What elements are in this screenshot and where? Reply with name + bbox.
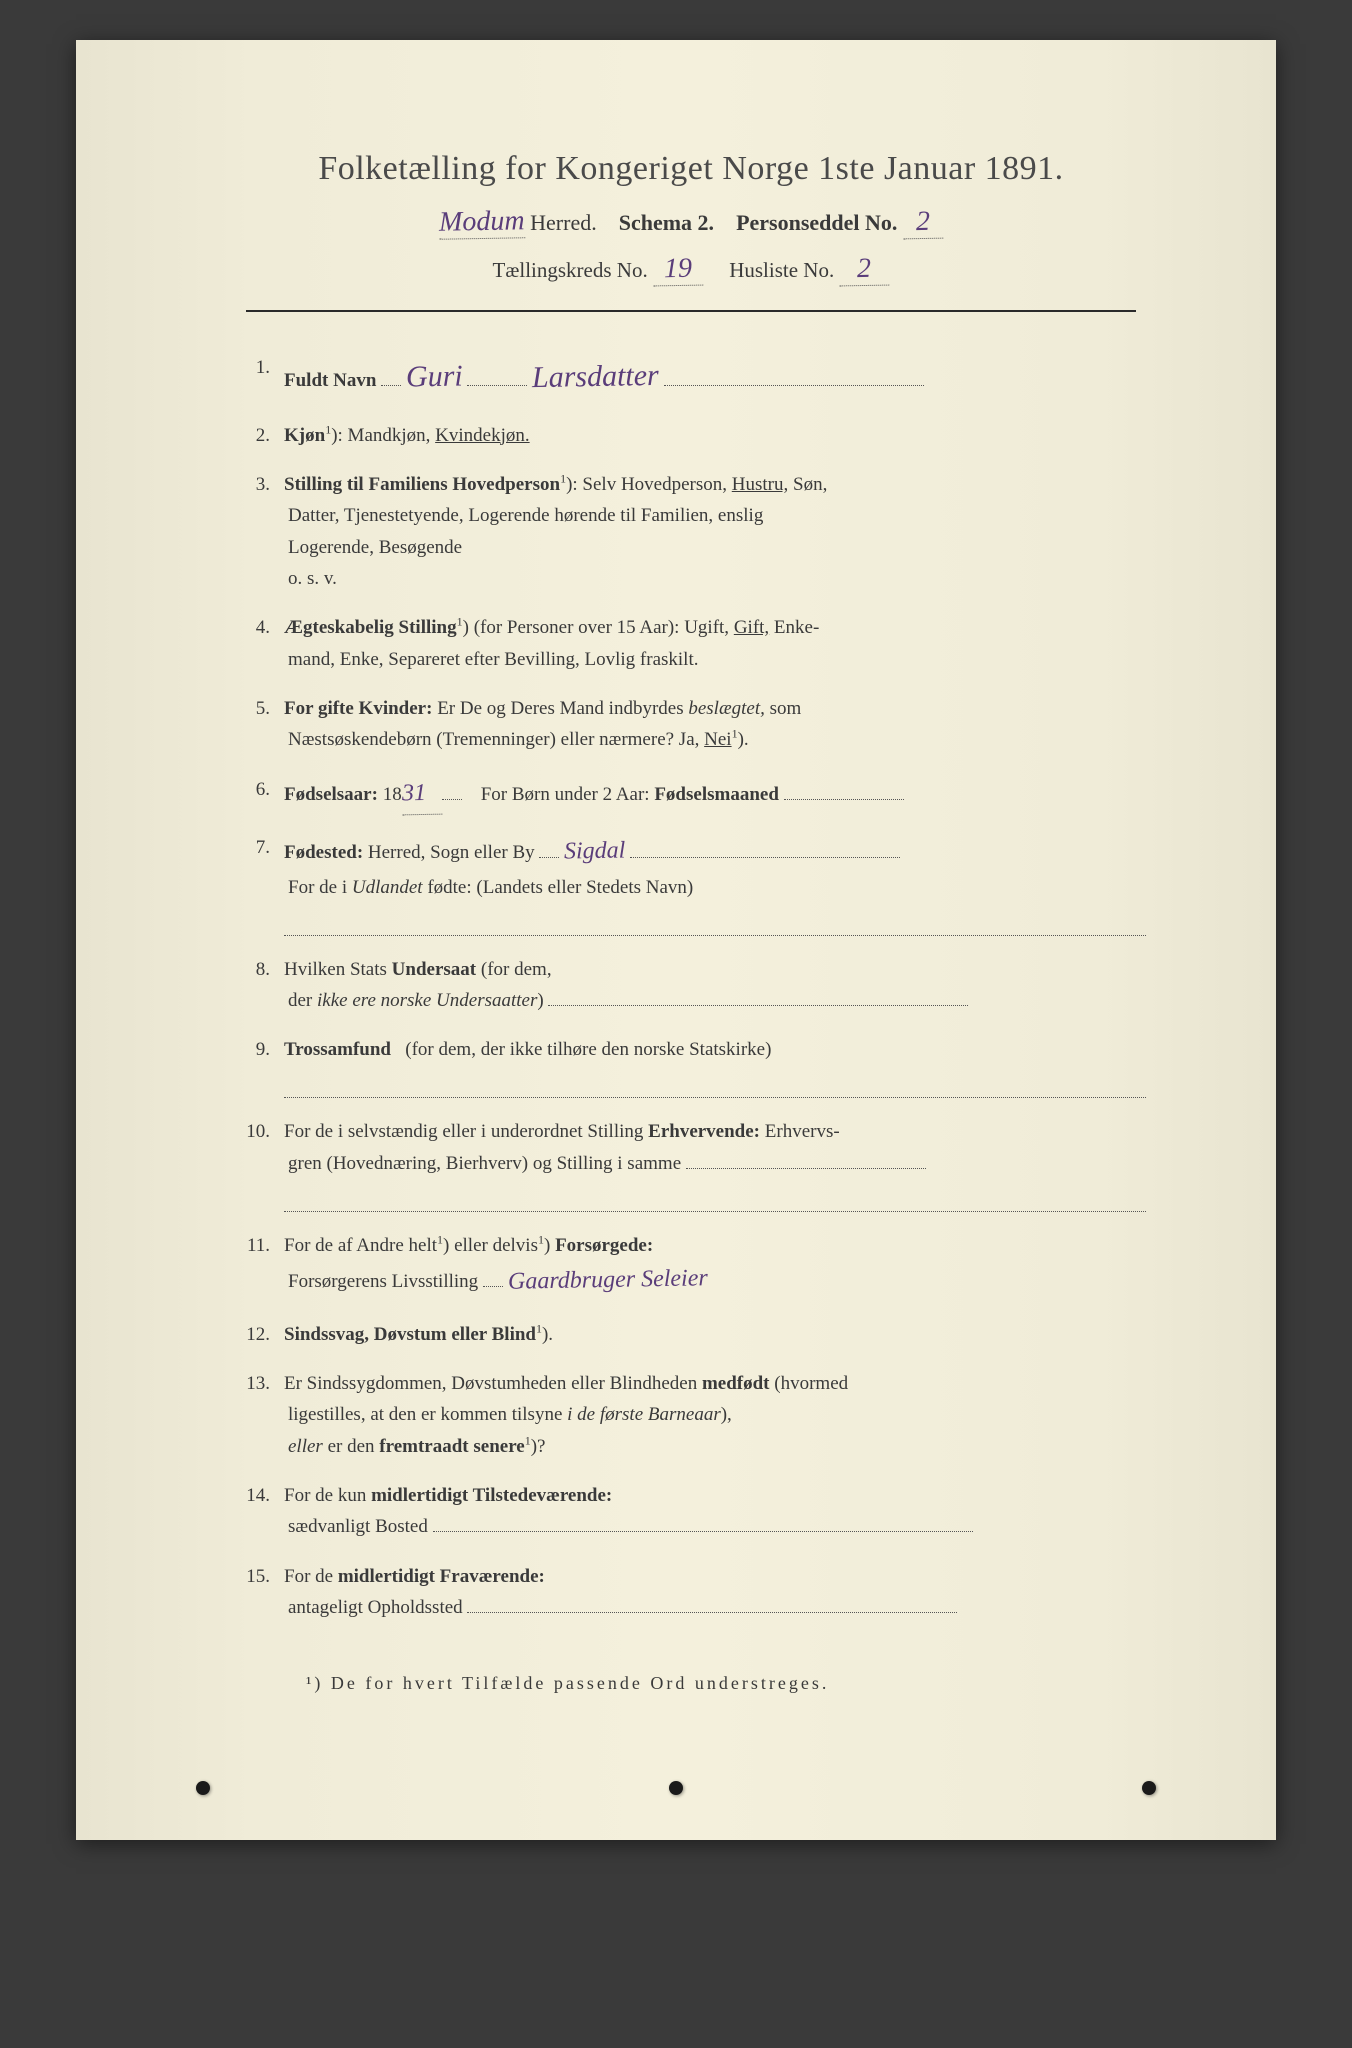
field-3-relation: 3. Stilling til Familiens Hovedperson1):… — [236, 469, 1146, 594]
field-5-related: 5. For gifte Kvinder: Er De og Deres Man… — [236, 693, 1146, 756]
form-title: Folketælling for Kongeriget Norge 1ste J… — [226, 150, 1156, 188]
taellingskreds-label: Tællingskreds No. — [493, 258, 648, 282]
field-14-temp-present: 14. For de kun midlertidigt Tilstedevære… — [236, 1480, 1146, 1543]
field-7-birthplace: 7. Fødested: Herred, Sogn eller By Sigda… — [236, 832, 1146, 936]
field-2-sex: 2. Kjøn1): Mandkjøn, Kvindekjøn. — [236, 420, 1146, 451]
field-4-marital: 4. Ægteskabelig Stilling1) (for Personer… — [236, 612, 1146, 675]
tack-icon — [1142, 1781, 1156, 1795]
header-row-1: Modum Herred. Schema 2. Personseddel No.… — [226, 206, 1156, 239]
census-form-page: Folketælling for Kongeriget Norge 1ste J… — [76, 40, 1276, 1840]
header-row-2: Tællingskreds No. 19 Husliste No. 2 — [226, 253, 1156, 286]
field-13-congenital: 13. Er Sindssygdommen, Døvstumheden elle… — [236, 1368, 1146, 1462]
field-1-name: 1. Fuldt Navn Guri Larsdatter — [236, 352, 1146, 402]
sex-selected: Kvindekjøn. — [435, 425, 529, 446]
tack-icon — [669, 1781, 683, 1795]
husliste-label: Husliste No. — [729, 258, 834, 282]
birthyear-value: 31 — [401, 773, 442, 814]
footnote: ¹) De for hvert Tilfælde passende Ord un… — [226, 1673, 1156, 1694]
taellingskreds-value: 19 — [653, 253, 704, 287]
field-12-disability: 12. Sindssvag, Døvstum eller Blind1). — [236, 1319, 1146, 1350]
husliste-value: 2 — [839, 253, 890, 287]
field-10-occupation: 10. For de i selvstændig eller i underor… — [236, 1116, 1146, 1211]
name-last: Larsdatter — [532, 351, 660, 403]
provider-occupation: Gaardbruger Seleier — [507, 1259, 707, 1302]
divider — [246, 310, 1136, 312]
birthplace-value: Sigdal — [564, 832, 626, 873]
field-11-supported: 11. For de af Andre helt1) eller delvis1… — [236, 1230, 1146, 1301]
marital-selected: Gift, — [734, 617, 769, 638]
field-8-citizenship: 8. Hvilken Stats Undersaat (for dem, der… — [236, 954, 1146, 1017]
form-body: 1. Fuldt Navn Guri Larsdatter 2. Kjøn1):… — [226, 352, 1156, 1623]
field-15-temp-absent: 15. For de midlertidigt Fraværende: anta… — [236, 1561, 1146, 1624]
name-first: Guri — [405, 352, 463, 402]
related-selected: Nei — [704, 729, 731, 750]
schema-label: Schema 2. — [619, 210, 714, 235]
relation-selected: Hustru, — [732, 474, 788, 495]
field-6-birthyear: 6. Fødselsaar: 1831 For Børn under 2 Aar… — [236, 774, 1146, 815]
tack-icon — [196, 1781, 210, 1795]
personseddel-value: 2 — [903, 206, 944, 240]
herred-label: Herred. — [530, 210, 597, 235]
herred-value: Modum — [439, 205, 525, 239]
personseddel-label: Personseddel No. — [736, 210, 897, 235]
field-9-religion: 9. Trossamfund (for dem, der ikke tilhør… — [236, 1034, 1146, 1098]
